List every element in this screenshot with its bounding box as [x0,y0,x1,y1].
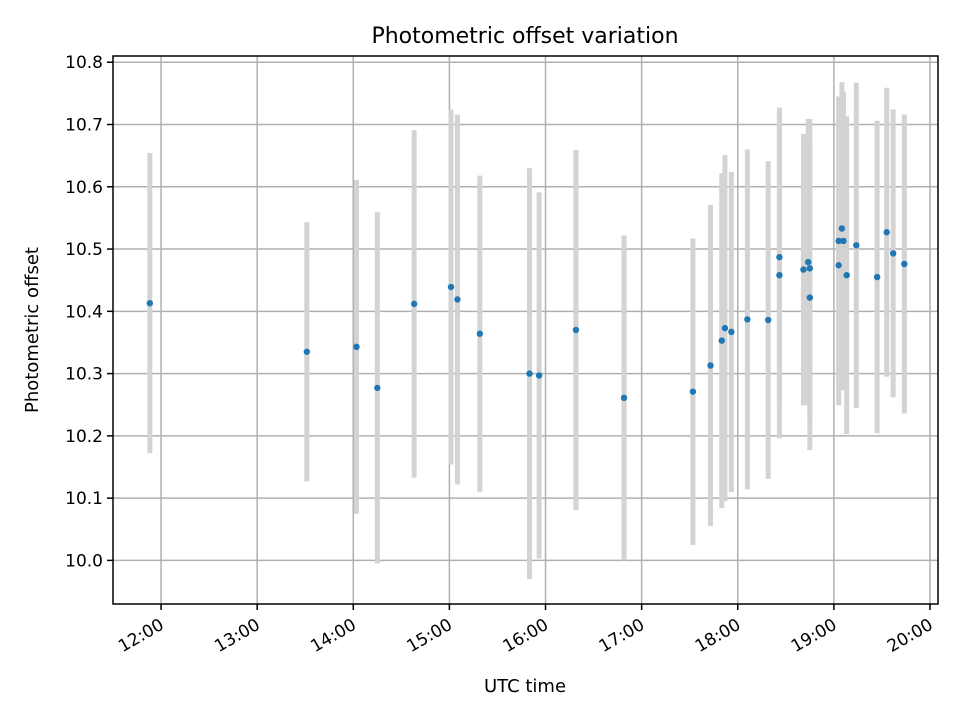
chart-title: Photometric offset variation [371,24,678,49]
data-point [776,272,783,279]
y-tick-label: 10.0 [65,551,103,571]
data-point [883,229,890,236]
grid-lines [113,56,938,604]
data-point [721,324,729,332]
x-tick-label: 12:00 [115,615,167,657]
x-tick-label: 17:00 [596,615,648,657]
x-tick-label: 19:00 [788,615,840,657]
x-tick-label: 15:00 [403,615,455,657]
data-point [572,326,580,334]
data-point [853,242,860,249]
x-tick-label: 18:00 [692,615,744,657]
x-tick-label: 14:00 [307,615,359,657]
data-point [764,316,772,324]
data-point [718,337,725,344]
data-point [447,283,455,291]
y-tick-label: 10.7 [65,116,103,136]
data-point [873,273,881,281]
data-point [806,294,814,301]
data-point [476,330,484,337]
y-tick-label: 10.5 [65,240,103,260]
data-point [805,258,812,266]
data-point [620,394,628,402]
data-point [806,265,814,272]
x-tick-label: 16:00 [500,615,552,657]
data-point [353,343,360,351]
data-point [776,253,783,261]
y-tick-label: 10.1 [65,489,103,509]
data-point [843,272,850,279]
data-points [146,225,908,402]
x-axis-ticks: 12:00 13:00 14:00 15:00 16:00 17:00 18:00 19:00… [115,604,936,657]
data-point [840,237,847,245]
x-tick-label: 20:00 [884,615,936,657]
y-axis-ticks: 10.0 10.1 10.2 10.3 10.4 10.5 10.6 10.7 10.8 [65,53,113,571]
y-tick-label: 10.4 [65,302,103,322]
data-point [800,266,807,273]
y-tick-label: 10.3 [65,365,103,385]
x-axis-label: UTC time [484,676,566,697]
y-tick-label: 10.2 [65,427,103,447]
data-point [744,316,751,323]
data-point [535,372,543,379]
data-point [689,388,697,395]
data-point [838,225,846,232]
data-point [835,262,842,269]
data-point [526,370,533,377]
data-point [374,384,381,392]
data-point [835,237,842,245]
data-point [707,362,714,369]
data-point [454,296,461,303]
data-point [889,250,897,257]
data-point [303,348,311,355]
data-point [728,328,735,336]
data-point [410,300,418,308]
x-tick-label: 13:00 [211,615,263,657]
y-tick-label: 10.8 [65,53,103,73]
y-axis-label: Photometric offset [22,247,43,413]
error-bars [147,82,907,580]
plot-frame [112,55,939,605]
data-point [146,300,154,307]
y-tick-label: 10.6 [65,178,103,198]
data-point [901,260,908,268]
